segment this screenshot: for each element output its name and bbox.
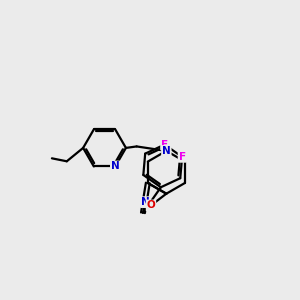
Text: N: N xyxy=(141,197,150,207)
Text: F: F xyxy=(178,152,186,162)
Text: O: O xyxy=(147,200,155,210)
Text: N: N xyxy=(111,161,120,172)
Text: F: F xyxy=(161,140,168,150)
Text: N: N xyxy=(162,146,171,156)
